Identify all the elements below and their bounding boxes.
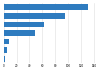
Bar bbox=[4, 39, 9, 44]
Bar bbox=[4, 47, 8, 53]
Bar bbox=[4, 22, 44, 27]
Bar bbox=[4, 4, 87, 10]
Bar bbox=[4, 30, 35, 36]
Bar bbox=[4, 13, 65, 19]
Bar bbox=[4, 56, 5, 62]
